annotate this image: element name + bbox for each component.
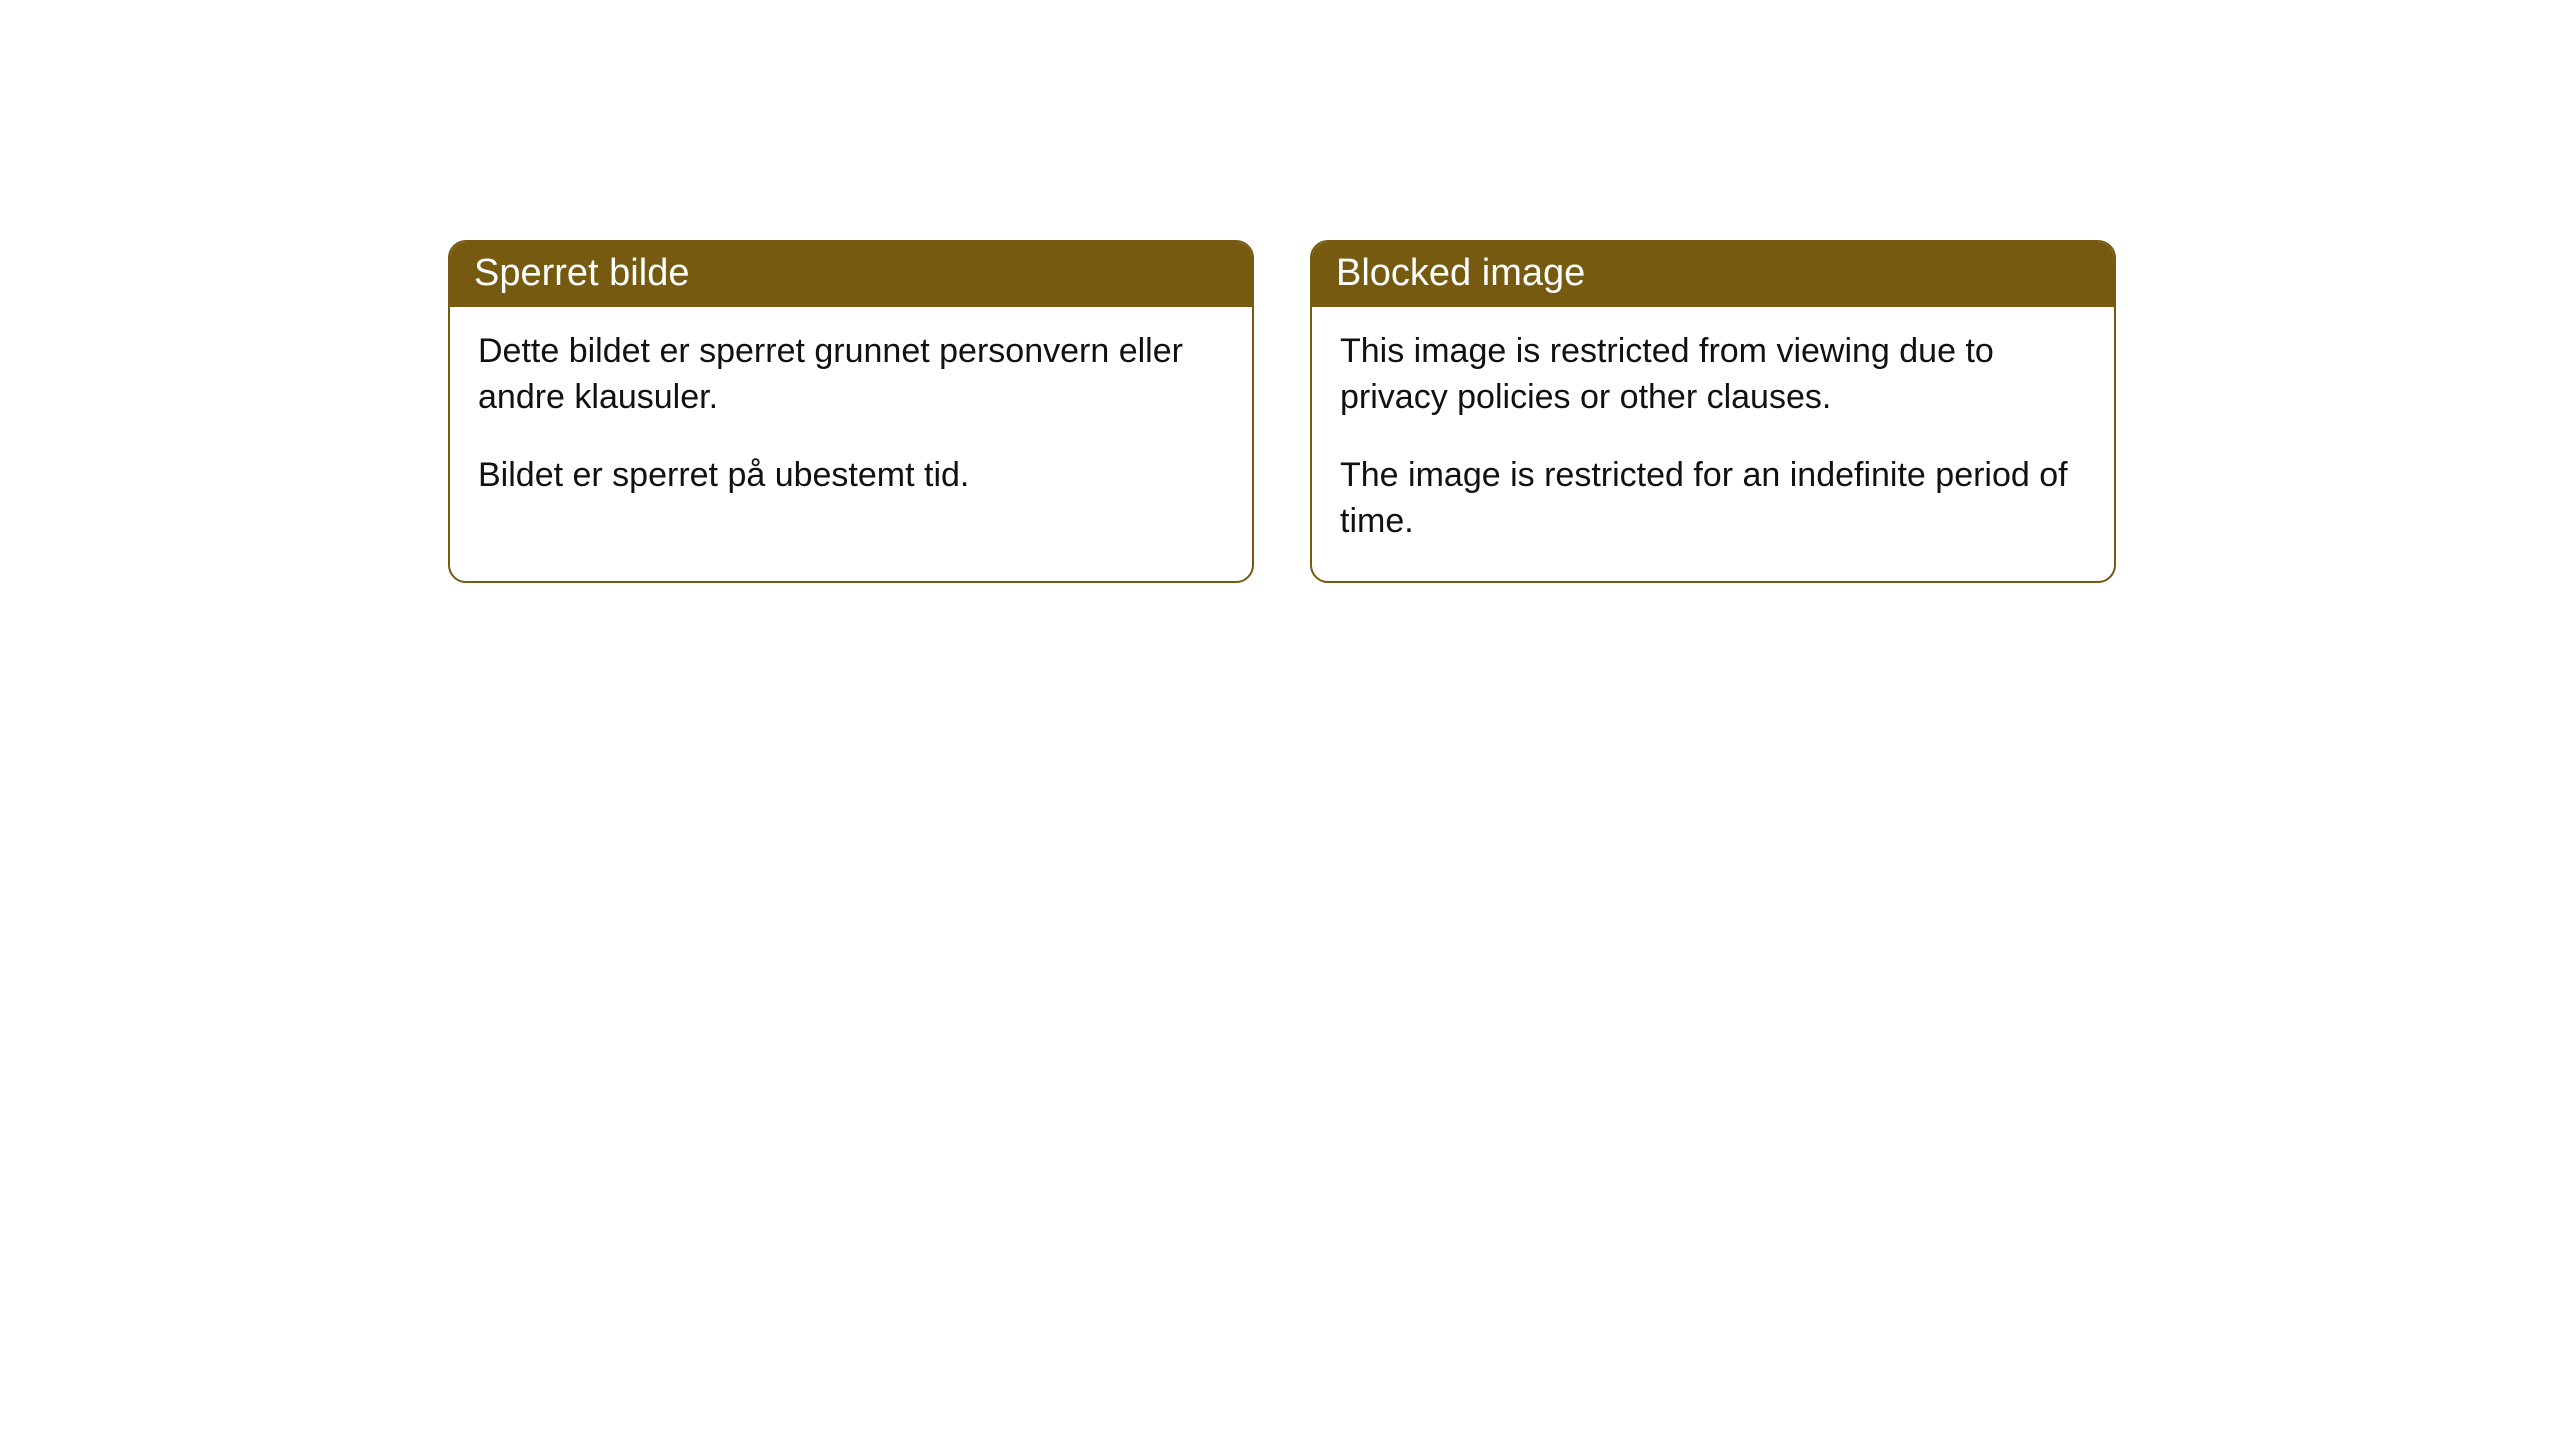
card-header-norwegian: Sperret bilde: [450, 242, 1252, 307]
card-header-english: Blocked image: [1312, 242, 2114, 307]
card-paragraph-2-norwegian: Bildet er sperret på ubestemt tid.: [478, 453, 1224, 499]
card-paragraph-1-norwegian: Dette bildet er sperret grunnet personve…: [478, 329, 1224, 421]
card-body-english: This image is restricted from viewing du…: [1312, 307, 2114, 581]
blocked-image-card-english: Blocked image This image is restricted f…: [1310, 240, 2116, 583]
card-paragraph-2-english: The image is restricted for an indefinit…: [1340, 453, 2086, 545]
cards-container: Sperret bilde Dette bildet er sperret gr…: [0, 0, 2560, 583]
card-paragraph-1-english: This image is restricted from viewing du…: [1340, 329, 2086, 421]
blocked-image-card-norwegian: Sperret bilde Dette bildet er sperret gr…: [448, 240, 1254, 583]
card-body-norwegian: Dette bildet er sperret grunnet personve…: [450, 307, 1252, 535]
